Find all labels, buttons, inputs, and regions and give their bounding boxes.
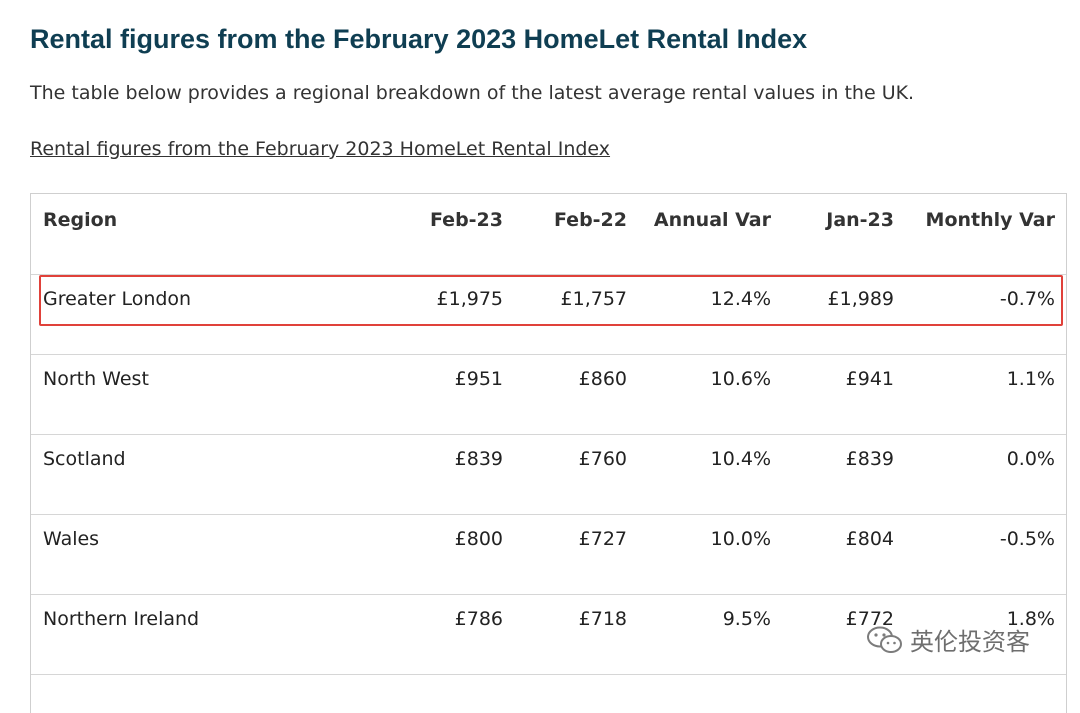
- feb-23-cell: £839: [281, 434, 503, 515]
- monthly-var-cell: -0.7%: [894, 274, 1066, 355]
- annual-var-cell: 9.5%: [627, 594, 771, 675]
- watermark: 英伦投资客: [866, 622, 1030, 657]
- annual-var-cell: 10.0%: [627, 514, 771, 595]
- rental-table: Region Feb-23 Feb-22 Annual Var Jan-23 M…: [31, 194, 1066, 675]
- feb-22-cell: £760: [503, 434, 627, 515]
- monthly-var-cell: -0.5%: [894, 514, 1066, 595]
- monthly-var-cell: 1.8%: [894, 594, 1066, 675]
- feb-23-cell: £800: [281, 514, 503, 595]
- column-header-annual-var: Annual Var: [627, 194, 771, 275]
- region-cell: Scotland: [31, 434, 281, 515]
- table-row: North West £951 £860 10.6% £941 1.1%: [31, 354, 1066, 435]
- region-cell: Northern Ireland: [31, 594, 281, 675]
- region-cell: North West: [31, 354, 281, 435]
- watermark-text: 英伦投资客: [910, 628, 1030, 656]
- table-row: Greater London £1,975 £1,757 12.4% £1,98…: [31, 274, 1066, 355]
- feb-23-cell: £786: [281, 594, 503, 675]
- jan-23-cell: £1,989: [771, 274, 894, 355]
- monthly-var-cell: 1.1%: [894, 354, 1066, 435]
- jan-23-cell: £772: [771, 594, 894, 675]
- feb-22-cell: £860: [503, 354, 627, 435]
- region-cell: Greater London: [31, 274, 281, 355]
- table-row: Scotland £839 £760 10.4% £839 0.0%: [31, 434, 1066, 515]
- region-cell: Wales: [31, 514, 281, 595]
- table-row: Northern Ireland £786 £718 9.5% £772 1.8…: [31, 594, 1066, 675]
- column-header-region: Region: [31, 194, 281, 275]
- jan-23-cell: £804: [771, 514, 894, 595]
- wechat-icon: [867, 626, 902, 653]
- column-header-feb-23: Feb-23: [281, 194, 503, 275]
- jan-23-cell: £839: [771, 434, 894, 515]
- page-title: Rental figures from the February 2023 Ho…: [30, 24, 808, 54]
- column-header-jan-23: Jan-23: [771, 194, 894, 275]
- annual-var-cell: 10.6%: [627, 354, 771, 435]
- table-row: Wales £800 £727 10.0% £804 -0.5%: [31, 514, 1066, 595]
- intro-text: The table below provides a regional brea…: [30, 82, 915, 104]
- feb-23-cell: £1,975: [281, 274, 503, 355]
- column-header-monthly-var: Monthly Var: [894, 194, 1066, 275]
- annual-var-cell: 12.4%: [627, 274, 771, 355]
- feb-22-cell: £727: [503, 514, 627, 595]
- table-header-row: Region Feb-23 Feb-22 Annual Var Jan-23 M…: [31, 194, 1066, 275]
- column-header-feb-22: Feb-22: [503, 194, 627, 275]
- feb-22-cell: £1,757: [503, 274, 627, 355]
- feb-23-cell: £951: [281, 354, 503, 435]
- jan-23-cell: £941: [771, 354, 894, 435]
- rental-table-container: Region Feb-23 Feb-22 Annual Var Jan-23 M…: [30, 193, 1067, 713]
- annual-var-cell: 10.4%: [627, 434, 771, 515]
- monthly-var-cell: 0.0%: [894, 434, 1066, 515]
- table-caption-link[interactable]: Rental figures from the February 2023 Ho…: [30, 138, 611, 160]
- feb-22-cell: £718: [503, 594, 627, 675]
